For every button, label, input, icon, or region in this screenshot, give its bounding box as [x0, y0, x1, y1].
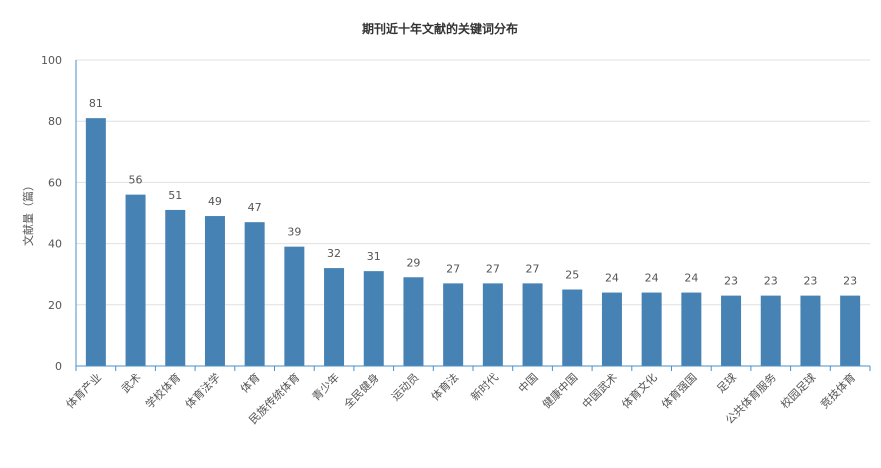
bar[interactable]: [125, 194, 146, 366]
bar[interactable]: [681, 292, 702, 366]
bar-value-label: 27: [486, 262, 500, 275]
bar-value-label: 56: [129, 174, 143, 187]
x-tick-label: 体育文化: [619, 370, 660, 411]
bar-value-label: 24: [684, 272, 698, 285]
bar[interactable]: [204, 216, 225, 366]
x-tick-label: 武术: [119, 371, 144, 396]
bar[interactable]: [284, 246, 305, 366]
bar[interactable]: [244, 222, 265, 366]
y-tick-label: 40: [48, 238, 62, 251]
bar[interactable]: [363, 271, 384, 366]
bar[interactable]: [840, 295, 861, 366]
y-axis-label: 文献量（篇）: [21, 180, 35, 246]
bar-value-label: 27: [526, 262, 540, 275]
bar-value-label: 25: [565, 269, 579, 282]
x-tick-label: 全民健身: [341, 370, 382, 411]
bar[interactable]: [165, 209, 186, 366]
x-tick-label: 体育产业: [63, 370, 104, 411]
bar-value-label: 23: [764, 275, 778, 288]
x-tick-label: 青少年: [309, 370, 342, 403]
x-tick-label: 体育强国: [658, 370, 699, 411]
x-tick-label: 体育: [237, 370, 262, 395]
bar-value-label: 24: [645, 272, 659, 285]
x-tick-label: 健康中国: [539, 370, 580, 411]
chart-title: 期刊近十年文献的关键词分布: [362, 21, 518, 36]
bar[interactable]: [482, 283, 503, 366]
x-tick-label: 运动员: [389, 371, 422, 404]
bar[interactable]: [85, 118, 106, 366]
bar[interactable]: [443, 283, 464, 366]
y-tick-label: 20: [48, 299, 62, 312]
y-tick-label: 0: [55, 360, 62, 373]
bar-value-label: 47: [248, 201, 262, 214]
y-tick-label: 80: [48, 115, 62, 128]
bar-value-label: 24: [605, 272, 619, 285]
axes: [75, 60, 870, 367]
bar-value-label: 29: [406, 256, 420, 269]
x-tick-label: 体育法学: [182, 370, 223, 411]
bar[interactable]: [562, 289, 583, 367]
x-tick-label: 体育法: [428, 370, 461, 403]
bar[interactable]: [760, 295, 781, 366]
bar-value-label: 51: [168, 189, 182, 202]
bar-value-label: 81: [89, 97, 103, 110]
y-tick-label: 60: [48, 176, 62, 189]
grid-lines: [76, 59, 870, 306]
y-tick-label: 100: [41, 54, 62, 67]
x-tick-label: 学校体育: [142, 370, 183, 411]
bar[interactable]: [641, 292, 662, 366]
x-tick-label: 中国武术: [580, 371, 620, 411]
bars: [85, 118, 861, 367]
bar[interactable]: [721, 295, 742, 366]
bar-value-label: 23: [803, 275, 817, 288]
bar-value-label: 39: [287, 226, 301, 239]
x-tick-label: 新时代: [468, 370, 501, 403]
bar-value-label: 32: [327, 247, 341, 260]
bar-value-label: 23: [843, 275, 857, 288]
bar[interactable]: [403, 277, 424, 366]
bar[interactable]: [522, 283, 543, 366]
x-tick-label: 校园足球: [778, 370, 819, 411]
bar-value-labels: 81 56 51 49 47 39 32 31 29 27 27 27 25 24 24 24 23 23 23 23: [89, 97, 857, 287]
bar[interactable]: [324, 268, 345, 366]
bar[interactable]: [601, 292, 622, 366]
bar[interactable]: [800, 295, 821, 366]
bar-value-label: 23: [724, 275, 738, 288]
bar-value-label: 27: [446, 262, 460, 275]
x-tick-label: 中国: [516, 371, 541, 396]
bar-value-label: 31: [367, 250, 381, 263]
y-tick-labels: 0 20 40 60 80 100: [41, 54, 62, 373]
x-tick-label: 竞技体育: [817, 370, 858, 411]
x-tick-label: 足球: [714, 370, 739, 395]
bar-value-label: 49: [208, 195, 222, 208]
